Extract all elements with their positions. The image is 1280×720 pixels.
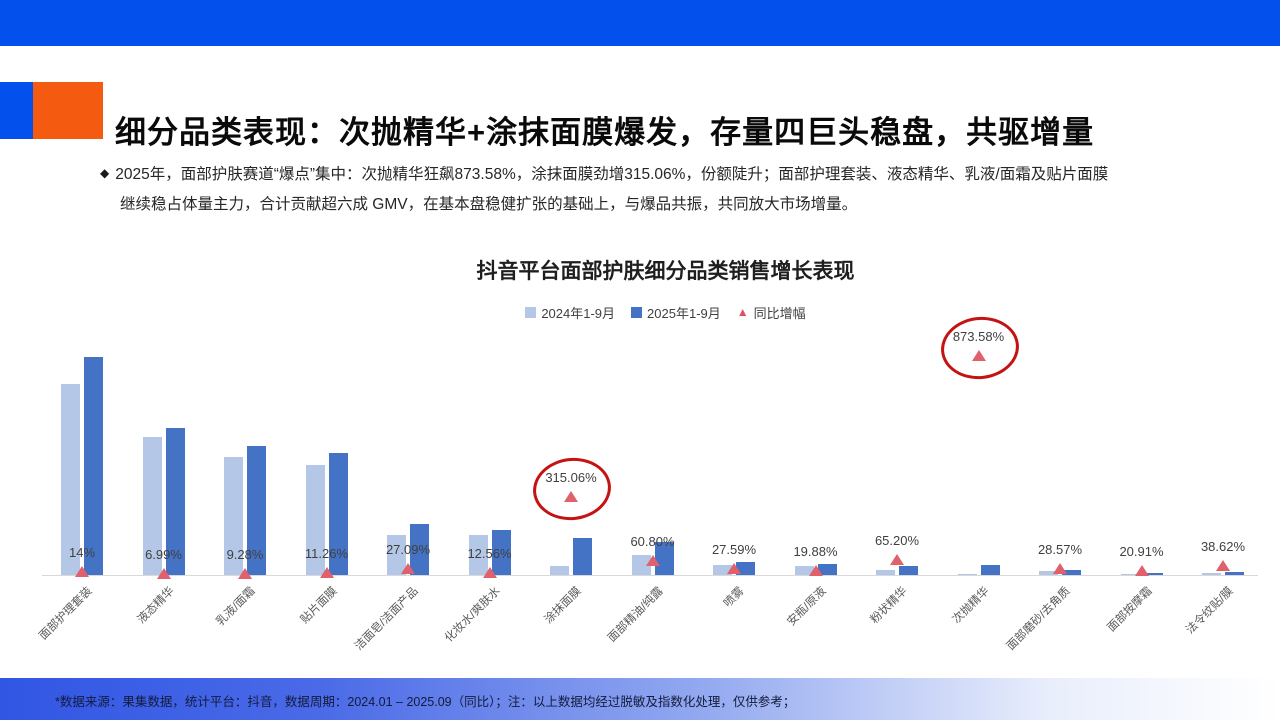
chart-legend: 2024年1-9月 2025年1-9月 ▲ 同比增幅 [65, 303, 1266, 322]
category-label: 喷雾 [721, 585, 747, 610]
bar-2025 [1143, 573, 1163, 575]
category-label: 化妆水/爽肤水 [442, 585, 503, 645]
category-label: 面部磨砂/去角质 [1004, 585, 1073, 653]
category-label: 安瓶/原液 [784, 585, 829, 629]
category-label: 次抛精华 [950, 585, 992, 627]
category-label: 贴片面膜 [298, 585, 340, 627]
bar-chart: 14% 面部护理套装 6.99% 液态精华 9.28% 乳液/面霜 11.26% 贴片面膜 27… [37, 313, 1266, 660]
growth-label: 38.62% [1200, 539, 1246, 555]
legend-label-2024: 2024年1-9月 [541, 306, 616, 321]
category-label: 涂抹面膜 [542, 585, 584, 627]
bar-2025 [165, 428, 185, 575]
legend-triangle-icon: ▲ [736, 305, 749, 319]
bullet-diamond-icon: ◆ [100, 166, 110, 180]
growth-label: 28.57% [1037, 541, 1083, 557]
growth-triangle-icon [645, 554, 660, 566]
bar-2024 [794, 566, 814, 575]
bar-2025 [328, 453, 348, 575]
footer-band [0, 678, 1280, 720]
bar-2024 [713, 565, 732, 575]
growth-label: 14% [68, 545, 96, 561]
growth-label: 12.56% [467, 545, 512, 561]
category-label: 洁面皂/洁面产品 [352, 585, 421, 653]
chart-header: 抖音平台面部护肤细分品类销售增长表现 2024年1-9月 2025年1-9月 ▲… [40, 255, 1266, 322]
bar-2024 [876, 569, 895, 575]
bar-2024 [1202, 573, 1221, 575]
legend-swatch-2025-icon [631, 307, 643, 318]
summary-line-1: 2025年，面部护肤赛道“爆点”集中：次抛精华狂飙873.58%，涂抹面膜劲增3… [115, 166, 1109, 183]
growth-triangle-icon [971, 350, 986, 362]
category-label: 液态精华 [135, 585, 177, 627]
growth-label: 65.20% [874, 532, 920, 548]
legend-item-2025: 2025年1-9月 [631, 303, 721, 322]
growth-triangle-icon [482, 566, 497, 578]
legend-item-2024: 2024年1-9月 [525, 303, 615, 322]
growth-triangle-icon [808, 565, 823, 576]
bar-2025 [899, 566, 918, 575]
category-label: 粉状精华 [868, 585, 910, 627]
top-accent-band [0, 0, 1280, 46]
bar-2024 [957, 574, 977, 575]
chart-title: 抖音平台面部护肤细分品类销售增长表现 [476, 260, 855, 283]
bar-2025 [654, 542, 674, 575]
growth-triangle-icon [238, 567, 252, 579]
growth-label: 19.88% [793, 544, 838, 559]
growth-triangle-icon [890, 553, 904, 565]
bar-2025 [1062, 570, 1081, 575]
bar-2025 [817, 564, 837, 575]
summary-paragraph: ◆ 2025年，面部护肤赛道“爆点”集中：次抛精华狂飙873.58%，涂抹面膜劲增… [100, 158, 1190, 220]
bar-2024 [224, 457, 243, 575]
bar-2025 [1225, 572, 1244, 575]
growth-triangle-icon [727, 563, 741, 575]
legend-label-growth: 同比增幅 [753, 306, 806, 321]
bar-2025 [491, 530, 511, 575]
growth-label: 60.80% [630, 533, 675, 549]
bar-2025 [573, 538, 592, 575]
bar-2024 [142, 437, 162, 575]
bar-2024 [61, 384, 80, 575]
growth-label: 9.28% [226, 546, 264, 562]
growth-triangle-icon [1134, 564, 1149, 576]
growth-triangle-icon [1216, 560, 1230, 572]
bar-2024 [550, 566, 569, 575]
legend-item-growth: ▲ 同比增幅 [737, 303, 806, 322]
growth-triangle-icon [401, 563, 415, 575]
category-label: 面部护理套装 [37, 585, 95, 643]
x-axis-line [42, 575, 1258, 576]
bar-2025 [980, 565, 1000, 575]
category-label: 面部精油/纯露 [605, 585, 666, 645]
growth-triangle-icon [319, 567, 334, 579]
category-label: 面部按摩霜 [1104, 585, 1155, 635]
bar-2025 [247, 446, 266, 575]
bar-2024 [468, 535, 488, 575]
growth-triangle-icon [156, 568, 171, 580]
page-title: 细分品类表现：次抛精华+涂抹面膜爆发，存量四巨头稳盘，共驱增量 [115, 114, 1095, 150]
growth-label: 20.91% [1119, 543, 1164, 559]
highlight-circle [937, 313, 1022, 384]
category-label: 乳液/面霜 [214, 585, 258, 629]
growth-triangle-icon [75, 566, 89, 578]
highlight-circle [529, 453, 615, 524]
growth-label: 27.09% [385, 542, 431, 558]
bar-2025 [410, 524, 429, 575]
footer-source-note: *数据来源：果集数据，统计平台：抖音，数据周期：2024.01 – 2025.0… [55, 695, 796, 709]
growth-label: 315.06% [545, 469, 597, 485]
growth-triangle-icon [1053, 562, 1067, 574]
title-accent-square-orange [33, 82, 103, 139]
growth-label: 6.99% [145, 547, 182, 563]
legend-swatch-2024-icon [525, 307, 537, 318]
bar-2024 [1120, 573, 1140, 575]
growth-triangle-icon [564, 490, 578, 502]
bar-2025 [84, 357, 103, 575]
summary-line-2: 继续稳占体量主力，合计贡献超六成 GMV，在基本盘稳健扩张的基础上，与爆品共振，… [120, 196, 858, 213]
growth-label: 27.59% [711, 542, 757, 558]
category-label: 法令纹贴/膜 [1184, 585, 1236, 637]
growth-label: 873.58% [952, 329, 1005, 345]
legend-label-2025: 2025年1-9月 [647, 306, 721, 321]
title-accent-square-blue [0, 82, 33, 139]
bar-2024 [1039, 571, 1058, 575]
growth-label: 11.26% [304, 546, 349, 562]
bar-2024 [305, 465, 325, 575]
